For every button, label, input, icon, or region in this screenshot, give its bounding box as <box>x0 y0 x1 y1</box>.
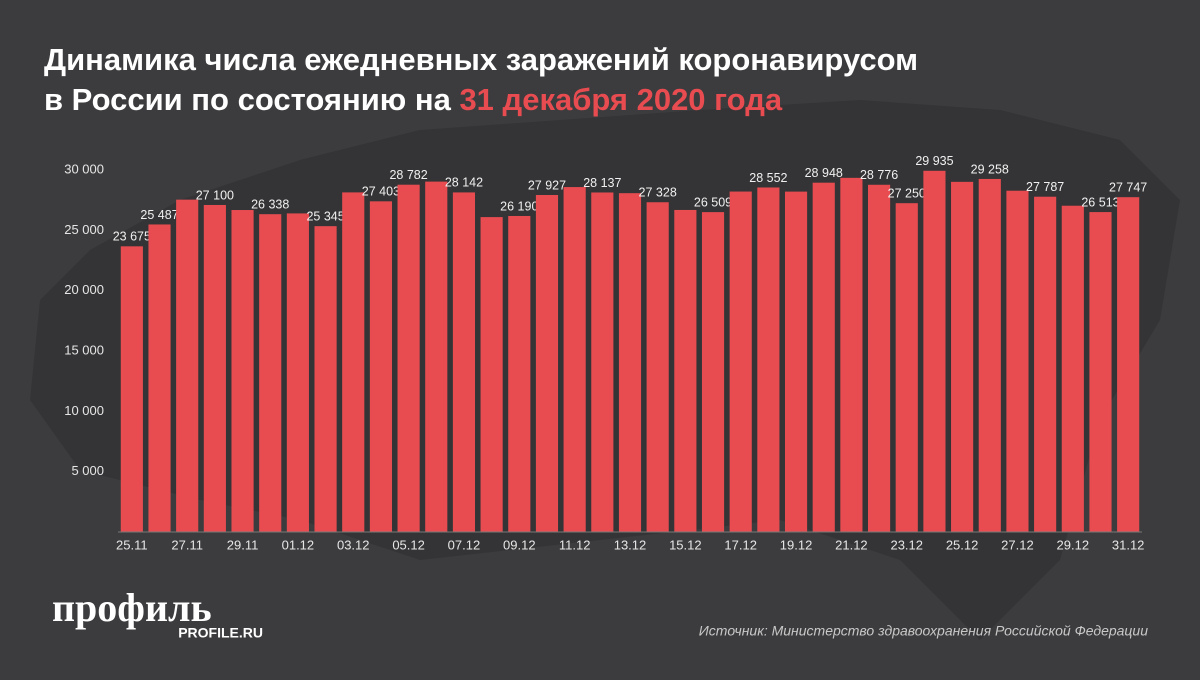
bar <box>978 178 1001 532</box>
bar <box>618 193 642 532</box>
bar <box>369 201 392 532</box>
x-tick-label: 29.12 <box>1057 537 1090 552</box>
bar <box>701 212 725 532</box>
value-label: 29 935 <box>915 154 953 168</box>
y-tick-label: 30 000 <box>64 161 104 176</box>
bar <box>452 192 476 532</box>
x-tick-label: 29.11 <box>227 537 259 552</box>
value-label: 23 675 <box>113 230 151 244</box>
value-label: 28 552 <box>749 171 787 185</box>
bar <box>812 182 835 532</box>
bar <box>840 177 863 533</box>
value-label: 28 137 <box>583 176 621 190</box>
value-label: 26 338 <box>251 197 289 211</box>
value-label: 27 403 <box>362 185 400 199</box>
value-label: 27 100 <box>196 188 234 202</box>
x-tick-label: 05.12 <box>392 537 425 552</box>
bar <box>757 187 780 532</box>
x-tick-label: 23.12 <box>890 537 923 552</box>
bar <box>342 192 365 532</box>
value-label: 27 927 <box>528 178 566 192</box>
bar <box>674 209 697 532</box>
x-tick-label: 03.12 <box>337 537 370 552</box>
bar <box>1089 212 1112 532</box>
x-tick-label: 11.12 <box>559 537 591 552</box>
x-tick-label: 19.12 <box>780 537 813 552</box>
bar <box>397 184 420 532</box>
x-tick-label: 13.12 <box>614 537 647 552</box>
bar <box>286 213 309 532</box>
bar <box>120 246 143 533</box>
bar <box>508 215 531 532</box>
bar <box>1006 190 1029 532</box>
bar <box>923 170 946 532</box>
value-label: 27 787 <box>1026 180 1064 194</box>
bar <box>148 224 171 533</box>
bar <box>425 181 448 532</box>
value-label: 29 258 <box>971 162 1009 176</box>
bar <box>868 184 891 532</box>
bar <box>563 187 586 532</box>
x-tick-label: 07.12 <box>448 537 481 552</box>
value-label: 26 513 <box>1081 195 1119 209</box>
bar <box>535 195 559 532</box>
bar <box>176 199 199 532</box>
logo-sub: PROFILE.RU <box>178 625 263 641</box>
y-tick-label: 25 000 <box>64 222 104 237</box>
value-label: 28 948 <box>805 166 843 180</box>
chart-title-highlight: 31 декабря 2020 года <box>459 82 782 117</box>
value-label: 27 747 <box>1109 180 1147 194</box>
x-tick-label: 27.11 <box>171 537 203 552</box>
value-label: 28 142 <box>445 176 483 190</box>
y-tick-label: 20 000 <box>64 282 104 297</box>
bar <box>203 204 226 532</box>
bar <box>1117 197 1140 532</box>
x-tick-label: 31.12 <box>1112 537 1145 552</box>
x-tick-label: 01.12 <box>282 537 315 552</box>
x-tick-label: 25.11 <box>116 537 148 552</box>
bar <box>231 210 254 532</box>
value-label: 26 190 <box>500 199 538 213</box>
bar <box>951 181 974 532</box>
bar <box>1034 196 1057 532</box>
chart-title: в России по состоянию на 31 декабря 2020… <box>44 82 783 117</box>
logo: профиль <box>52 585 212 630</box>
x-tick-label: 25.12 <box>946 537 979 552</box>
value-label: 25 345 <box>306 209 344 223</box>
x-tick-label: 21.12 <box>835 537 868 552</box>
x-tick-label: 17.12 <box>724 537 757 552</box>
value-label: 27 328 <box>639 186 677 200</box>
bar <box>729 191 752 532</box>
bar <box>259 214 282 532</box>
x-tick-label: 27.12 <box>1001 537 1034 552</box>
value-label: 28 782 <box>389 168 427 182</box>
bar <box>895 203 918 532</box>
bar <box>646 202 669 532</box>
bar <box>591 192 614 532</box>
bar <box>784 191 808 533</box>
y-tick-label: 10 000 <box>64 403 104 418</box>
x-tick-label: 15.12 <box>669 537 702 552</box>
x-tick-label: 09.12 <box>503 537 536 552</box>
bar <box>480 217 503 533</box>
chart-title: в России по состоянию на <box>44 82 459 117</box>
value-label: 26 509 <box>694 195 732 209</box>
y-tick-label: 15 000 <box>64 342 104 357</box>
bar <box>314 226 337 532</box>
chart-title: Динамика числа ежедневных заражений коро… <box>44 42 918 77</box>
value-label: 27 250 <box>888 186 926 200</box>
source: Источник: Министерство здравоохранения Р… <box>699 623 1148 639</box>
y-tick-label: 5 000 <box>71 463 104 478</box>
value-label: 28 776 <box>860 168 898 182</box>
value-label: 25 487 <box>140 208 178 222</box>
bar <box>1061 205 1084 532</box>
